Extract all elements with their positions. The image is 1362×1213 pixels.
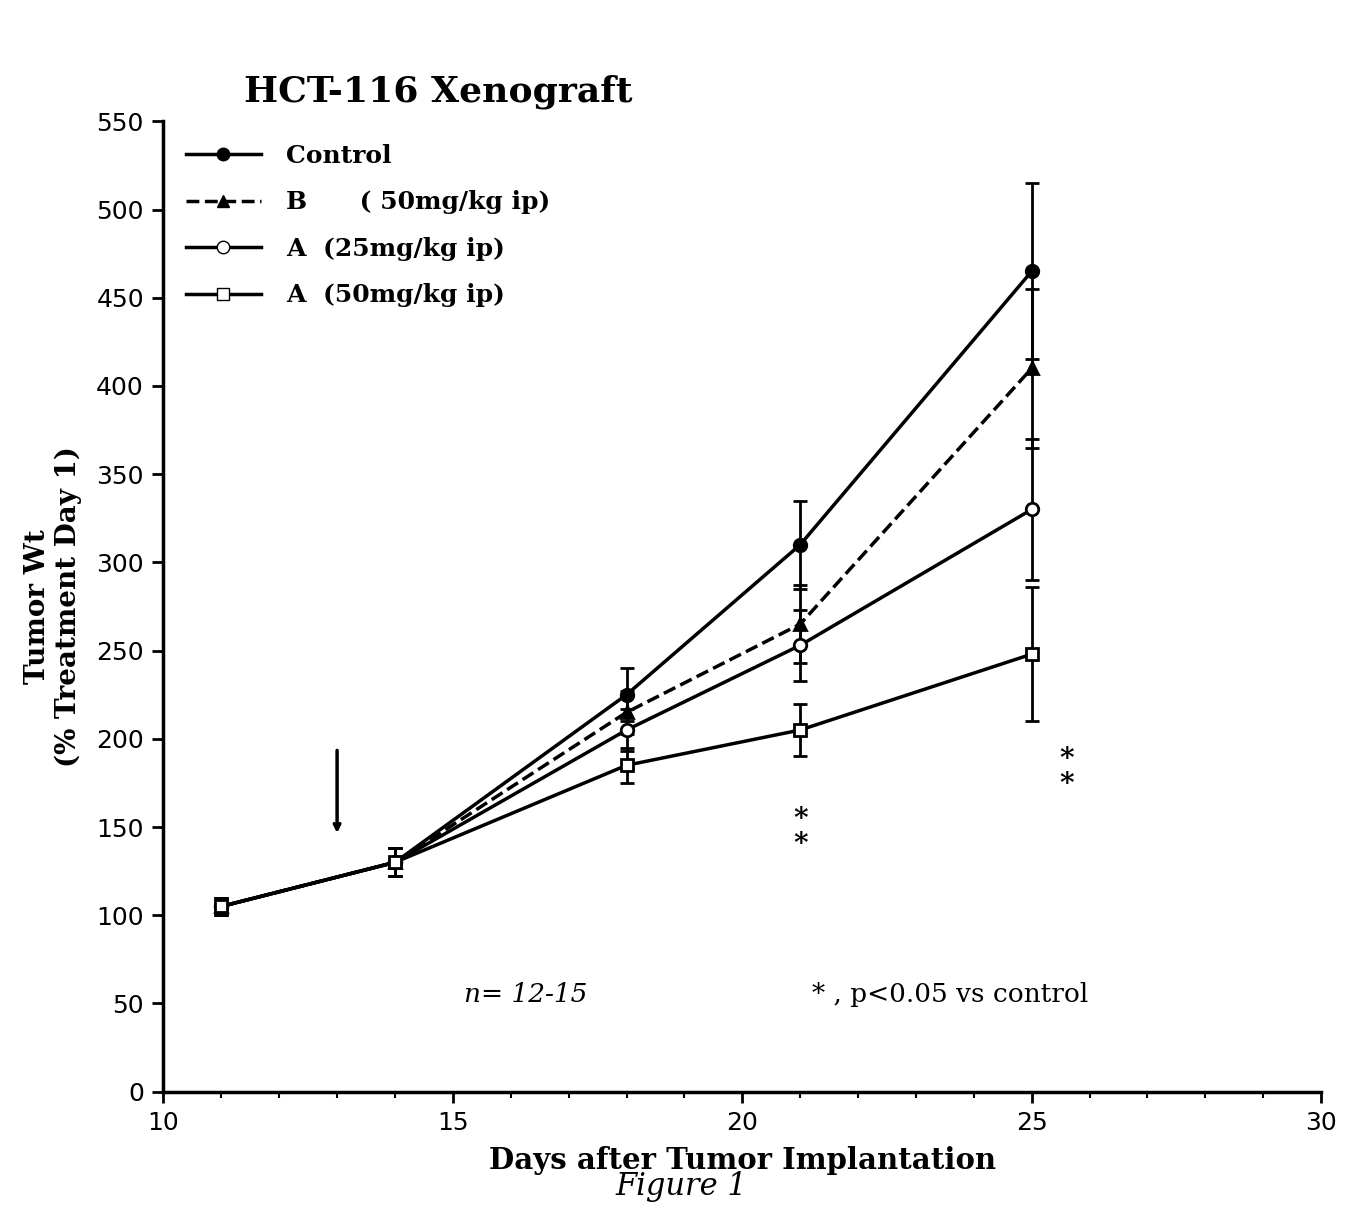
Legend: Control, B      ( 50mg/kg ip), A  (25mg/kg ip), A  (50mg/kg ip): Control, B ( 50mg/kg ip), A (25mg/kg ip)… [176,133,560,318]
Y-axis label: Tumor Wt
(% Treatment Day 1): Tumor Wt (% Treatment Day 1) [23,446,82,767]
Text: HCT-116 Xenograft: HCT-116 Xenograft [245,75,633,109]
Text: * , p<0.05 vs control: * , p<0.05 vs control [812,983,1088,1007]
Text: *: * [1060,746,1073,773]
Text: *: * [1060,770,1073,798]
Text: *: * [793,831,808,858]
X-axis label: Days after Tumor Implantation: Days after Tumor Implantation [489,1146,996,1175]
Text: *: * [793,805,808,833]
Text: n= 12-15: n= 12-15 [464,983,588,1007]
Text: Figure 1: Figure 1 [616,1171,746,1202]
